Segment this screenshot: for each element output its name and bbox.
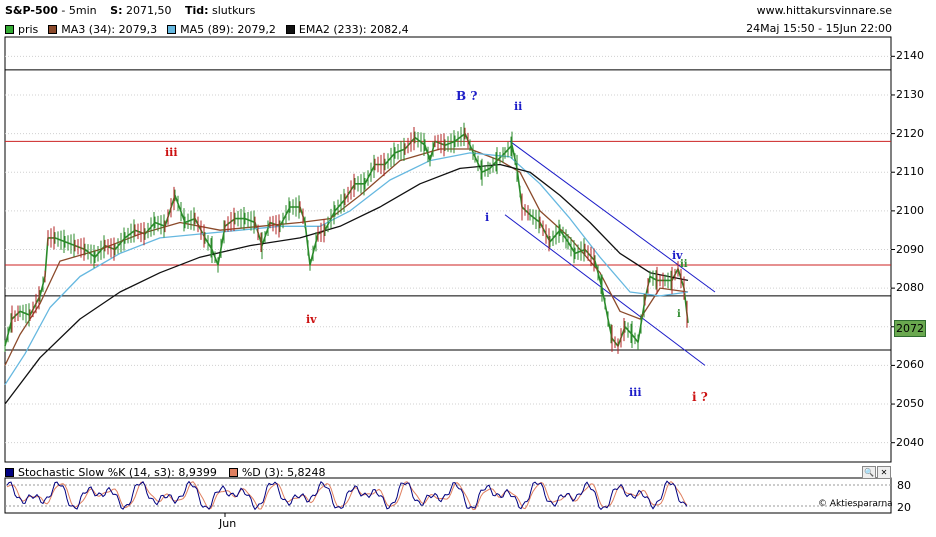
- legend-swatch: [285, 24, 295, 34]
- wave-label: ii: [514, 100, 523, 113]
- stoch-d-swatch: [228, 468, 238, 477]
- y-tick-label: 2120: [896, 126, 924, 140]
- x-tick-label: Jun: [219, 517, 237, 530]
- stoch-k-label: Stochastic Slow %K (14, s3): 8,9399: [18, 466, 217, 479]
- last-value: 2071,50: [125, 4, 172, 17]
- legend-item: EMA2 (233): 2082,4: [285, 22, 409, 36]
- series-line-ma5: [4, 152, 689, 386]
- stoch-k-swatch: [5, 468, 14, 477]
- wave-label: ii: [680, 259, 688, 270]
- legend-swatch: [5, 24, 14, 34]
- series-line-ema2: [4, 163, 689, 405]
- y-tick-label: 2110: [896, 165, 924, 179]
- y-tick-label: 2080: [896, 281, 924, 295]
- wave-label: i ?: [692, 390, 708, 404]
- wave-label: iii: [629, 386, 642, 399]
- symbol: S&P-500: [5, 4, 58, 17]
- y-tick-label: 2100: [896, 203, 924, 217]
- legend-item: pris: [5, 22, 38, 36]
- series-line-pris: [4, 132, 689, 347]
- legend-label: pris: [18, 22, 39, 36]
- interval: 5min: [68, 4, 97, 17]
- wave-label: i: [485, 211, 490, 224]
- wave-label: B ?: [456, 89, 478, 103]
- trend-channel-lower: [504, 214, 706, 366]
- chart-header: S&P-500 - 5min S: 2071,50 Tid: slutkurs: [5, 4, 256, 17]
- wave-label: iii: [165, 146, 178, 159]
- current-price-box: 2072: [894, 320, 926, 337]
- stoch-level-80: 80: [897, 479, 911, 492]
- stoch-level-20: 20: [897, 501, 911, 514]
- wave-label: iv: [306, 313, 317, 326]
- y-tick-label: 2050: [896, 397, 924, 411]
- last-label: S:: [110, 4, 123, 17]
- legend-item: MA3 (34): 2079,3: [48, 22, 157, 36]
- y-tick-label: 2040: [896, 435, 924, 449]
- legend-label: MA3 (34): 2079,3: [61, 22, 158, 36]
- credit-label: © Aktiespararna: [818, 499, 893, 509]
- y-tick-label: 2140: [896, 49, 924, 63]
- legend-swatch: [48, 24, 58, 34]
- close-icon[interactable]: ✕: [877, 466, 891, 479]
- legend-label: MA5 (89): 2079,2: [180, 22, 276, 36]
- series-line-ma3: [4, 148, 689, 366]
- legend-swatch: [167, 24, 177, 34]
- zoom-icon[interactable]: 🔍: [862, 466, 876, 479]
- legend-label: EMA2 (233): 2082,4: [298, 22, 409, 36]
- wave-label: i: [677, 309, 681, 320]
- stochastic-frame: [4, 477, 892, 514]
- y-tick-label: 2060: [896, 358, 924, 372]
- type-label: Tid:: [184, 4, 209, 17]
- stoch-k-line: [6, 480, 688, 511]
- trend-channel-upper: [509, 140, 716, 293]
- y-tick-label: 2090: [896, 242, 924, 256]
- stoch-d-label: %D (3): 5,8248: [241, 466, 326, 479]
- wave-label: iv: [672, 249, 683, 262]
- y-tick-label: 2130: [896, 87, 924, 101]
- legend-item: MA5 (89): 2079,2: [167, 22, 276, 36]
- site-name: www.hittakursvinnare.se: [756, 4, 892, 17]
- type-value: slutkurs: [212, 4, 256, 17]
- period-label: 24Maj 15:50 - 15Jun 22:00: [746, 22, 892, 35]
- legend: pris MA3 (34): 2079,3 MA5 (89): 2079,2 E…: [5, 22, 409, 36]
- stochastic-legend: Stochastic Slow %K (14, s3): 8,9399 %D (…: [5, 466, 326, 479]
